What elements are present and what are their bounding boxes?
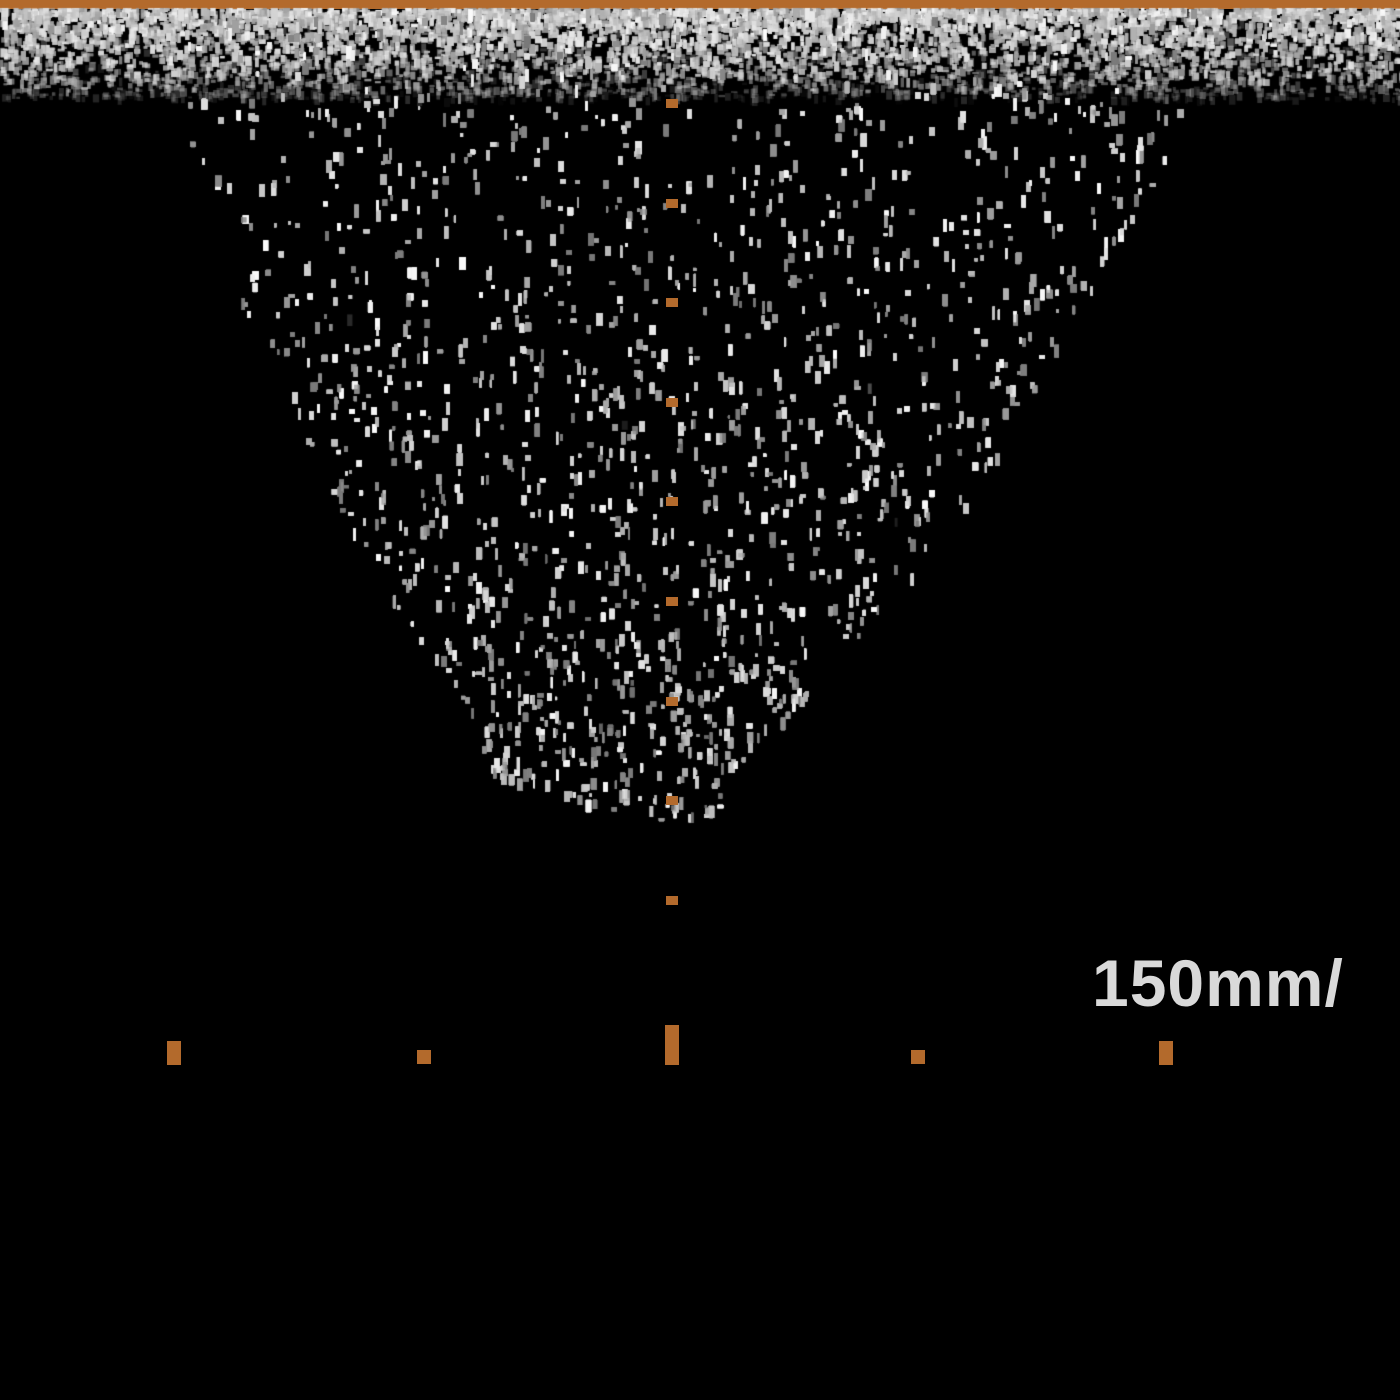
- depth-marker-dot: [666, 298, 678, 308]
- depth-marker-dot: [666, 198, 678, 208]
- baseline-tick: [665, 1025, 679, 1065]
- sweep-speed-label: 150mm/: [1092, 946, 1344, 1020]
- depth-marker-dot: [666, 597, 678, 606]
- baseline-tick: [167, 1041, 181, 1065]
- depth-marker-dot: [666, 796, 678, 806]
- depth-marker-dot: [666, 497, 678, 507]
- depth-marker-dot: [666, 397, 678, 407]
- depth-marker-dot: [666, 696, 678, 706]
- depth-marker-dot: [666, 99, 678, 108]
- baseline-tick: [1159, 1041, 1173, 1065]
- depth-marker-dot: [666, 895, 678, 905]
- baseline-tick: [417, 1050, 431, 1064]
- baseline-tick: [911, 1050, 925, 1064]
